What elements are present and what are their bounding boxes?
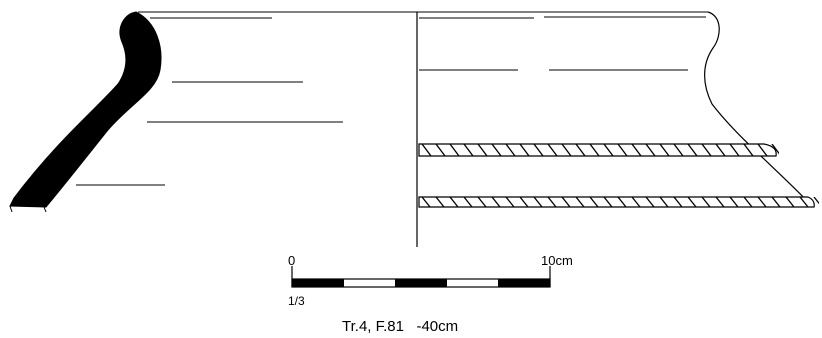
cord-hatch-mark xyxy=(463,144,474,156)
cord-hatch-mark xyxy=(449,144,460,156)
scale-segment-5 xyxy=(498,279,550,287)
scale-ratio-label: 1/3 xyxy=(288,294,305,308)
vessel-profile-section xyxy=(9,11,162,208)
exterior-contour xyxy=(704,11,813,207)
cord-hatch-mark xyxy=(771,197,781,207)
cord-hatch-mark xyxy=(617,197,627,207)
cord-hatch-mark xyxy=(813,197,819,205)
cord-hatch-mark xyxy=(617,144,628,156)
cord-hatch-mark xyxy=(575,197,585,207)
cord-hatch-mark xyxy=(561,144,572,156)
cord-hatch-mark xyxy=(519,144,530,156)
scale-bar: 0 10cm 1/3 xyxy=(288,253,573,308)
cord-hatch-mark xyxy=(463,197,473,207)
cord-hatch-mark xyxy=(659,144,670,156)
scale-end-label: 10cm xyxy=(541,253,573,268)
cord-hatch-mark xyxy=(589,144,600,156)
cord-hatch-mark xyxy=(743,144,754,156)
cord-hatch-mark xyxy=(603,197,613,207)
cord-hatch-mark xyxy=(631,197,641,207)
cord-hatch-mark xyxy=(477,197,487,207)
cord-hatch-mark xyxy=(673,144,684,156)
cord-hatch-mark xyxy=(561,197,571,207)
cord-hatch-mark xyxy=(645,144,656,156)
cord-hatch-mark xyxy=(505,197,515,207)
scale-segment-3 xyxy=(395,279,447,287)
cord-hatch-mark xyxy=(603,144,614,156)
cord-hatch-mark xyxy=(799,197,809,207)
profile-base-stroke-2 xyxy=(43,206,47,213)
decorative-band-upper xyxy=(418,143,779,157)
cord-hatch-mark xyxy=(701,144,712,156)
cord-hatch-mark xyxy=(589,197,599,207)
cord-hatch-mark xyxy=(421,197,431,207)
cord-hatch-mark xyxy=(547,197,557,207)
cord-hatch-mark xyxy=(477,144,488,156)
cord-hatch-mark xyxy=(715,144,726,156)
cord-hatch-mark xyxy=(701,197,711,207)
cord-hatch-mark xyxy=(771,144,779,155)
decorative-band-lower xyxy=(418,196,819,208)
cord-hatch-mark xyxy=(435,197,445,207)
cord-hatch-mark xyxy=(659,197,669,207)
cord-hatch-mark xyxy=(729,197,739,207)
cord-hatch-mark xyxy=(631,144,642,156)
cord-hatch-mark xyxy=(575,144,586,156)
cord-hatch-mark xyxy=(449,197,459,207)
cord-hatch-mark xyxy=(505,144,516,156)
cord-hatch-mark xyxy=(547,144,558,156)
cord-hatch-mark xyxy=(715,197,725,207)
cord-hatch-mark xyxy=(729,144,740,156)
cord-hatch-mark xyxy=(533,144,544,156)
cord-hatch-mark xyxy=(645,197,655,207)
cord-hatch-mark xyxy=(519,197,529,207)
cord-hatch-mark xyxy=(743,197,753,207)
cord-hatch-mark xyxy=(491,144,502,156)
scale-start-label: 0 xyxy=(288,253,295,268)
cord-hatch-mark xyxy=(757,197,767,207)
cord-hatch-mark xyxy=(785,197,795,207)
cord-hatch-mark xyxy=(533,197,543,207)
scale-segment-1 xyxy=(292,279,344,287)
drawing-caption: Tr.4, F.81 -40cm xyxy=(342,318,458,335)
cord-hatch-mark xyxy=(673,197,683,207)
cord-hatch-mark xyxy=(421,144,432,156)
cord-hatch-mark xyxy=(687,144,698,156)
profile-base-stroke-1 xyxy=(9,205,13,213)
cord-hatch-mark xyxy=(687,197,697,207)
cord-hatch-mark xyxy=(491,197,501,207)
cord-hatch-mark xyxy=(435,144,446,156)
cord-hatch-mark xyxy=(757,144,768,156)
